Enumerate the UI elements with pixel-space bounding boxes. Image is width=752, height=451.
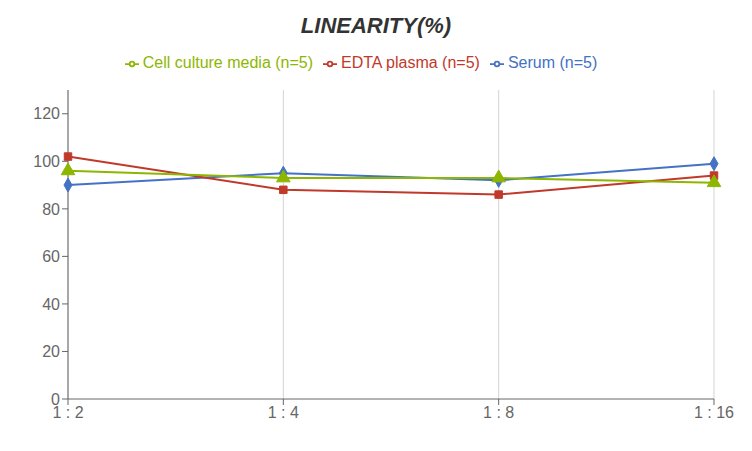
svg-text:0: 0	[51, 391, 60, 408]
svg-text:20: 20	[42, 343, 60, 360]
svg-text:80: 80	[42, 201, 60, 218]
html-text:Serum (n=5): Serum (n=5)	[507, 54, 598, 71]
html-text:EDTA plasma (n=5): EDTA plasma (n=5)	[341, 54, 480, 71]
svg-text:1 : 8: 1 : 8	[483, 404, 514, 421]
svg-text:100: 100	[33, 153, 60, 170]
svg-text:60: 60	[42, 248, 60, 265]
svg-text:1 : 2: 1 : 2	[52, 404, 84, 422]
svg-text:120: 120	[33, 105, 60, 122]
svg-text:1 : 16: 1 : 16	[694, 404, 734, 421]
html-text:Cell culture media (n=5): Cell culture media (n=5)	[142, 54, 313, 71]
svg-text:1 : 4: 1 : 4	[268, 404, 299, 421]
svg-text:40: 40	[42, 296, 60, 313]
html-text:LINEARITY(%): LINEARITY(%)	[300, 13, 452, 38]
